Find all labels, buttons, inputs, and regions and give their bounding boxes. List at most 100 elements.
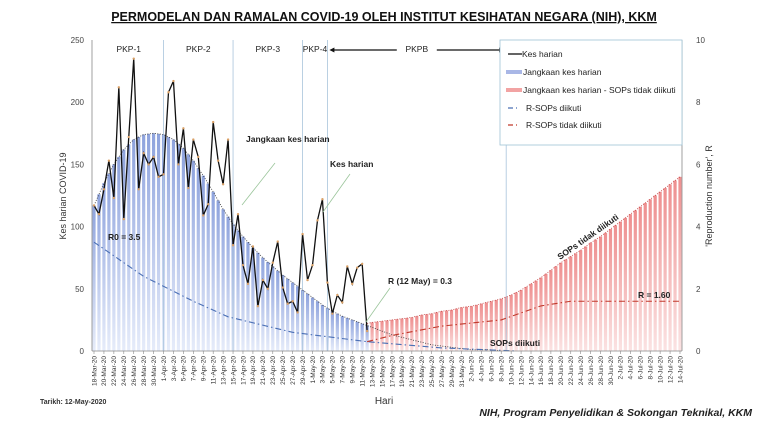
- x-tick-label: 25-Apr-20: [280, 356, 287, 385]
- x-tick-label: 23-Apr-20: [270, 356, 277, 385]
- bar-jangkaan-sops-tidak: [435, 312, 439, 351]
- bar-jangkaan-sops-tidak: [459, 307, 464, 351]
- kes-harian-point: [351, 282, 354, 286]
- legend-red-swatch: [506, 88, 522, 92]
- x-tick-label: 24-Jun-20: [578, 356, 585, 386]
- kes-harian-point: [276, 240, 279, 243]
- y-tick-label: 100: [71, 223, 85, 232]
- kes-harian-point: [291, 300, 294, 303]
- envelope-red-line: [367, 176, 681, 325]
- x-tick-label: 31-May-20: [459, 356, 466, 387]
- bar-jangkaan: [281, 275, 285, 351]
- kes-harian-point: [296, 311, 299, 314]
- x-tick-label: 2-Jul-20: [618, 356, 625, 380]
- bar-jangkaan: [305, 293, 310, 351]
- x-tick-label: 16-Jun-20: [538, 356, 545, 386]
- bar-jangkaan-sops-tidak: [584, 246, 588, 351]
- bar-jangkaan: [92, 205, 96, 351]
- y2-tick-label: 10: [696, 36, 705, 45]
- x-tick-label: 22-Mar-20: [111, 356, 118, 386]
- kes-harian-point: [92, 204, 96, 207]
- kes-harian-point: [346, 265, 349, 268]
- kes-harian-point: [182, 127, 185, 130]
- x-tick-label: 11-Apr-20: [210, 356, 217, 385]
- kes-harian-point: [97, 212, 101, 216]
- bar-jangkaan: [335, 313, 339, 351]
- bar-jangkaan: [271, 266, 275, 351]
- bar-jangkaan: [186, 154, 190, 351]
- x-tick-label: 10-Jul-20: [657, 356, 664, 383]
- x-tick-label: 7-May-20: [340, 356, 347, 384]
- phase-label: PKPB: [405, 44, 428, 54]
- x-tick-label: 14-Jun-20: [528, 356, 535, 386]
- kes-harian-point: [226, 138, 230, 141]
- bar-jangkaan-sops-tidak: [603, 232, 608, 351]
- bar-jangkaan: [137, 137, 141, 351]
- kes-harian-point: [132, 57, 135, 60]
- x-tick-label: 13-Apr-20: [220, 356, 227, 385]
- x-tick-label: 30-Mar-20: [151, 356, 158, 386]
- bar-jangkaan: [201, 175, 205, 351]
- bar-jangkaan: [355, 321, 359, 351]
- x-tick-label: 15-May-20: [379, 356, 386, 387]
- bar-jangkaan-sops-tidak: [668, 184, 672, 351]
- bar-jangkaan: [107, 173, 111, 351]
- kes-harian-point: [157, 175, 160, 179]
- bar-jangkaan: [365, 325, 369, 351]
- x-tick-label: 21-Apr-20: [260, 356, 267, 385]
- kes-harian-point: [177, 163, 180, 166]
- date-note: Tarikh: 12-May-2020: [40, 399, 107, 406]
- x-tick-label: 26-Mar-20: [131, 356, 138, 386]
- bar-jangkaan-sops-tidak: [499, 298, 503, 351]
- bar-jangkaan: [310, 297, 315, 351]
- x-tick-label: 29-Apr-20: [300, 356, 307, 385]
- bar-jangkaan-sops-tidak: [415, 316, 419, 351]
- bar-jangkaan: [132, 139, 136, 351]
- x-tick-label: 6-Jul-20: [638, 356, 645, 380]
- kes-harian-point: [306, 278, 309, 282]
- kes-harian-point: [202, 214, 205, 217]
- x-tick-label: 5-May-20: [330, 356, 337, 384]
- bar-jangkaan-sops-tidak: [554, 266, 558, 351]
- x-tick-label: 2-Jun-20: [469, 356, 476, 382]
- kes-harian-point: [241, 263, 245, 267]
- bar-jangkaan: [112, 164, 116, 351]
- bar-jangkaan: [211, 191, 215, 351]
- bar-jangkaan-sops-tidak: [534, 280, 538, 351]
- bar-jangkaan-sops-tidak: [673, 180, 677, 351]
- x-tick-label: 21-May-20: [409, 356, 416, 387]
- bar-jangkaan: [176, 143, 181, 351]
- x-tick-label: 17-May-20: [389, 356, 396, 387]
- x-tick-label: 18-Mar-20: [91, 356, 98, 386]
- chart-title: PERMODELAN DAN RAMALAN COVID-19 OLEH INS…: [111, 10, 657, 24]
- bar-jangkaan: [236, 230, 240, 351]
- bar-jangkaan: [191, 160, 195, 351]
- kes-harian-point: [236, 212, 240, 216]
- bar-jangkaan-sops-tidak: [474, 304, 478, 351]
- bar-jangkaan-sops-tidak: [539, 277, 543, 351]
- x-tick-label: 27-May-20: [439, 356, 446, 387]
- kes-harian-point: [172, 79, 175, 83]
- annotation-jangkaan-pointer: [241, 162, 276, 206]
- bar-jangkaan-sops-tidak: [569, 256, 573, 351]
- x-tick-label: 18-Jun-20: [548, 356, 555, 386]
- x-tick-label: 1-May-20: [310, 356, 317, 384]
- annotation-kes-pointer: [322, 173, 351, 213]
- bar-jangkaan-sops-tidak: [444, 310, 449, 351]
- x-tick-label: 19-Apr-20: [250, 356, 257, 385]
- legend: Kes harian Jangkaan kes harian Jangkaan …: [499, 39, 683, 146]
- bar-jangkaan: [266, 262, 270, 351]
- bar-jangkaan: [142, 134, 146, 351]
- y-tick-label: 200: [71, 98, 85, 107]
- x-tick-label: 22-Jun-20: [568, 356, 575, 386]
- bar-jangkaan-sops-tidak: [405, 318, 409, 351]
- bar-jangkaan-sops-tidak: [454, 308, 459, 351]
- kes-harian-point: [281, 286, 284, 289]
- legend-blue-swatch: [506, 70, 522, 74]
- kes-harian-point: [137, 188, 140, 191]
- x-tick-label: 12-Jul-20: [667, 356, 674, 383]
- bars-layer: [92, 133, 682, 351]
- kes-harian-line: [93, 58, 368, 332]
- kes-harian-point: [331, 312, 334, 315]
- bar-jangkaan-sops-tidak: [509, 295, 513, 351]
